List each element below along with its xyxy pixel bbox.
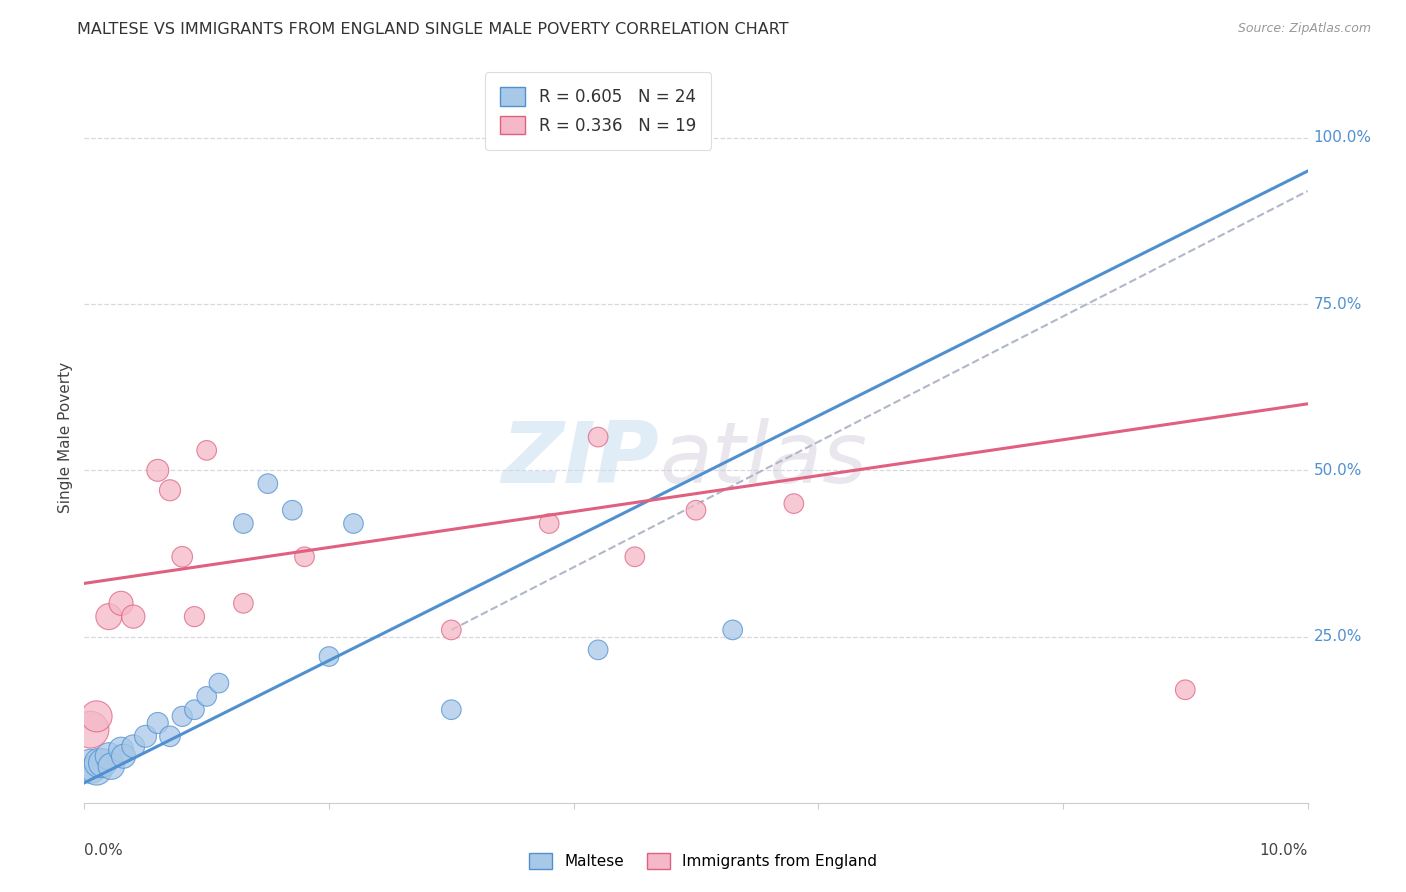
Point bbox=[86, 709, 108, 723]
Point bbox=[100, 759, 122, 773]
Point bbox=[135, 729, 157, 743]
Point bbox=[183, 609, 205, 624]
Point bbox=[110, 742, 132, 756]
Point bbox=[146, 716, 169, 731]
Legend: R = 0.605   N = 24, R = 0.336   N = 19: R = 0.605 N = 24, R = 0.336 N = 19 bbox=[485, 72, 711, 150]
Point bbox=[624, 549, 647, 564]
Point bbox=[79, 759, 101, 773]
Text: 50.0%: 50.0% bbox=[1313, 463, 1362, 478]
Point bbox=[122, 739, 145, 754]
Point bbox=[87, 756, 110, 770]
Point bbox=[146, 463, 169, 477]
Text: ZIP: ZIP bbox=[502, 417, 659, 500]
Point bbox=[783, 497, 806, 511]
Text: 100.0%: 100.0% bbox=[1313, 130, 1372, 145]
Point bbox=[195, 690, 218, 704]
Point bbox=[538, 516, 561, 531]
Point bbox=[91, 756, 114, 770]
Point bbox=[440, 703, 463, 717]
Point bbox=[97, 749, 120, 764]
Point bbox=[232, 596, 254, 610]
Point bbox=[122, 609, 145, 624]
Point bbox=[208, 676, 231, 690]
Text: 10.0%: 10.0% bbox=[1260, 843, 1308, 858]
Point bbox=[97, 609, 120, 624]
Y-axis label: Single Male Poverty: Single Male Poverty bbox=[58, 361, 73, 513]
Text: 25.0%: 25.0% bbox=[1313, 629, 1362, 644]
Point bbox=[159, 729, 181, 743]
Text: 75.0%: 75.0% bbox=[1313, 297, 1362, 311]
Point bbox=[110, 596, 132, 610]
Point bbox=[183, 703, 205, 717]
Point bbox=[257, 476, 280, 491]
Point bbox=[318, 649, 340, 664]
Text: 0.0%: 0.0% bbox=[84, 843, 124, 858]
Text: MALTESE VS IMMIGRANTS FROM ENGLAND SINGLE MALE POVERTY CORRELATION CHART: MALTESE VS IMMIGRANTS FROM ENGLAND SINGL… bbox=[77, 22, 789, 37]
Point bbox=[586, 430, 609, 444]
Point bbox=[586, 643, 609, 657]
Point bbox=[232, 516, 254, 531]
Legend: Maltese, Immigrants from England: Maltese, Immigrants from England bbox=[523, 847, 883, 875]
Point bbox=[195, 443, 218, 458]
Point bbox=[112, 749, 135, 764]
Point bbox=[86, 763, 108, 777]
Point bbox=[721, 623, 744, 637]
Point bbox=[281, 503, 304, 517]
Text: atlas: atlas bbox=[659, 417, 868, 500]
Point bbox=[1174, 682, 1197, 697]
Point bbox=[172, 709, 194, 723]
Point bbox=[79, 723, 101, 737]
Point bbox=[159, 483, 181, 498]
Point bbox=[172, 549, 194, 564]
Point bbox=[685, 503, 707, 517]
Point bbox=[440, 623, 463, 637]
Point bbox=[342, 516, 364, 531]
Text: Source: ZipAtlas.com: Source: ZipAtlas.com bbox=[1237, 22, 1371, 36]
Point bbox=[294, 549, 316, 564]
